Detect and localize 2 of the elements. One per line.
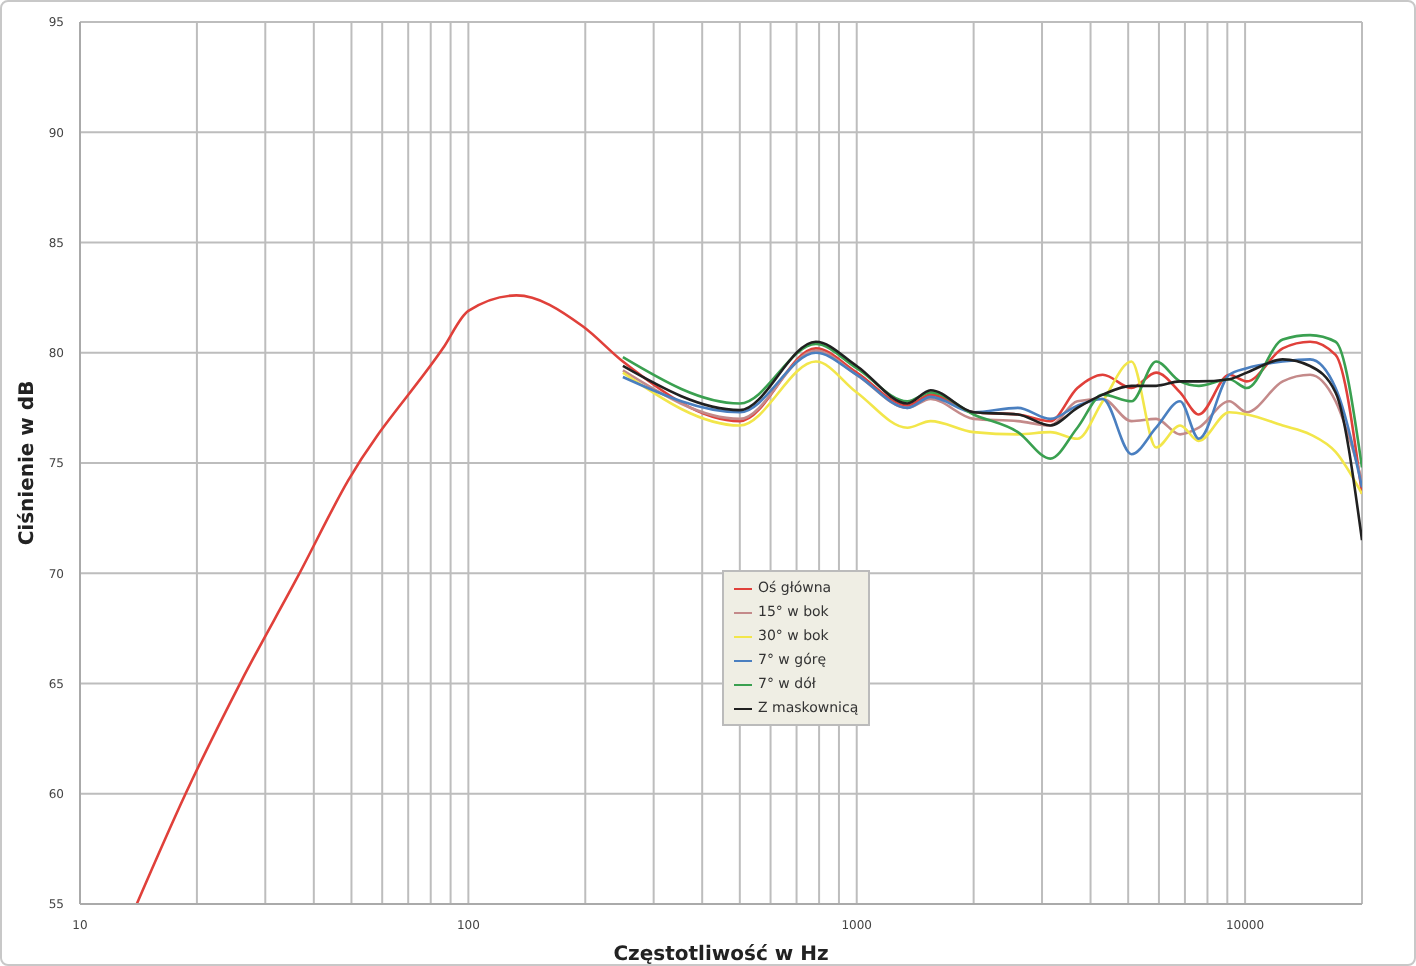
x-axis-title: Częstotliwość w Hz: [613, 942, 829, 966]
y-axis-title: Ciśnienie w dB: [15, 380, 40, 546]
